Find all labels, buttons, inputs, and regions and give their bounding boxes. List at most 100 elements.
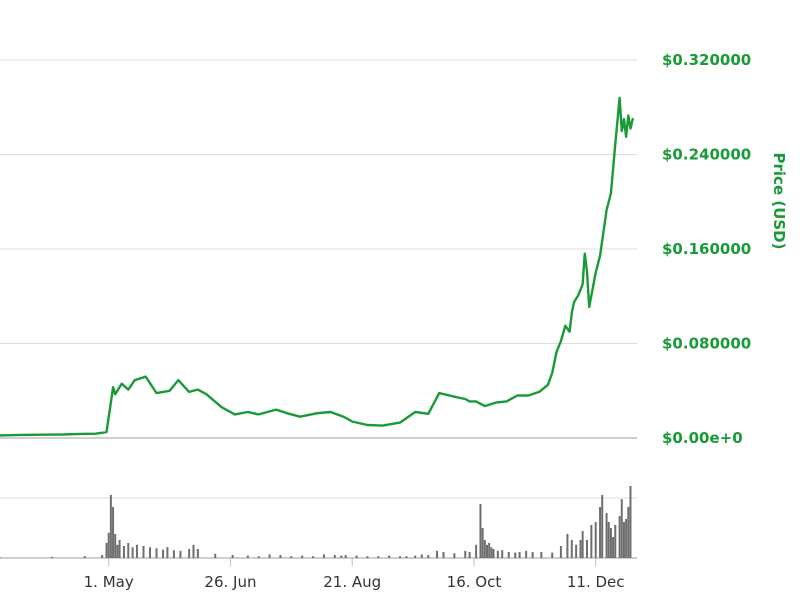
volume-bar <box>483 540 486 558</box>
volume-bar <box>109 495 112 558</box>
volume-bar <box>427 555 430 558</box>
volume-bar <box>479 504 482 558</box>
volume-bar <box>481 528 484 558</box>
date-tick-label: 26. Jun <box>204 573 256 591</box>
volume-bar <box>590 525 593 558</box>
volume-bar <box>135 544 138 558</box>
date-tick-label: 1. May <box>84 573 134 591</box>
price-tick-label: $0.160000 <box>662 240 751 258</box>
volume-bar <box>612 537 615 558</box>
volume-bar <box>507 552 510 558</box>
volume-bar <box>475 544 478 558</box>
volume-bar <box>105 543 108 558</box>
volume-bar <box>566 534 569 558</box>
volume-bar <box>279 555 282 558</box>
volume-bar <box>83 556 86 558</box>
volume-bar <box>551 552 554 558</box>
volume-bar <box>607 522 610 558</box>
volume-bar <box>488 543 491 558</box>
volume-bar <box>257 556 260 558</box>
volume-bars <box>0 486 632 558</box>
volume-bar <box>485 544 488 558</box>
volume-bar <box>322 554 325 558</box>
volume-bar <box>101 555 104 558</box>
volume-bar <box>570 540 573 558</box>
volume-bar <box>340 555 343 558</box>
volume-bar <box>172 550 175 558</box>
volume-bar <box>312 556 315 558</box>
volume-bar <box>188 549 191 558</box>
price-tick-label: $0.00e+0 <box>662 429 743 447</box>
volume-bar <box>112 507 115 558</box>
volume-bar <box>501 550 504 558</box>
volume-bar <box>625 519 628 558</box>
price-line <box>0 96 634 437</box>
volume-bar <box>377 556 380 558</box>
volume-bar <box>107 532 110 558</box>
date-axis-ticks: 1. May 26. Jun 21. Aug 16. Oct 11. Dec <box>84 558 625 591</box>
volume-bar <box>435 550 438 558</box>
volume-bar <box>414 555 417 558</box>
volume-bar <box>627 507 630 558</box>
volume-bar <box>579 540 582 558</box>
price-tick-label: $0.080000 <box>662 335 751 353</box>
volume-bar <box>388 555 391 558</box>
volume-bar <box>122 546 125 558</box>
volume-bar <box>464 550 467 558</box>
volume-bar <box>344 555 347 558</box>
volume-bar <box>355 555 358 558</box>
volume-bar <box>609 528 612 558</box>
volume-bar <box>155 548 158 558</box>
volume-bar <box>618 516 621 558</box>
volume-bar <box>442 552 445 558</box>
volume-bar <box>149 547 152 558</box>
volume-bar <box>559 546 562 558</box>
volume-bar <box>581 531 584 558</box>
volume-gridlines <box>0 497 637 559</box>
volume-bar <box>166 547 169 558</box>
volume-bar <box>614 525 617 558</box>
volume-bar <box>629 486 632 558</box>
volume-bar <box>468 552 471 558</box>
date-tick-label: 21. Aug <box>323 573 381 591</box>
volume-bar <box>246 555 249 558</box>
volume-bar <box>405 556 408 558</box>
volume-bar <box>622 522 625 558</box>
volume-bar <box>118 540 121 558</box>
volume-bar <box>142 546 145 558</box>
volume-bar <box>585 540 588 558</box>
volume-bar <box>116 544 119 558</box>
volume-bar <box>518 552 521 558</box>
volume-bar <box>131 547 134 558</box>
volume-bar <box>333 555 336 558</box>
volume-bar <box>268 554 271 558</box>
volume-bar <box>192 544 195 558</box>
volume-bar <box>114 534 117 558</box>
date-tick-label: 11. Dec <box>567 573 625 591</box>
volume-bar <box>620 499 623 558</box>
price-axis-ticks: $0.320000 $0.240000 $0.160000 $0.080000 $0.0… <box>662 51 751 447</box>
volume-bar <box>179 550 182 558</box>
volume-bar <box>301 555 304 558</box>
volume-bar <box>453 553 456 558</box>
volume-bar <box>594 522 597 558</box>
volume-bar <box>514 552 517 558</box>
volume-bar <box>214 553 217 558</box>
volume-bar <box>162 549 165 558</box>
price-series <box>0 96 634 437</box>
volume-bar <box>399 556 402 558</box>
price-tick-label: $0.320000 <box>662 51 751 69</box>
volume-bar <box>51 556 54 558</box>
volume-bar <box>601 495 604 558</box>
volume-bar <box>0 557 1 558</box>
volume-bar <box>366 556 369 558</box>
volume-bar <box>525 550 528 558</box>
volume-bar <box>575 544 578 558</box>
volume-bar <box>531 552 534 558</box>
volume-bar <box>605 513 608 558</box>
volume-bar <box>599 507 602 558</box>
volume-bar <box>540 552 543 558</box>
price-tick-label: $0.240000 <box>662 146 751 164</box>
